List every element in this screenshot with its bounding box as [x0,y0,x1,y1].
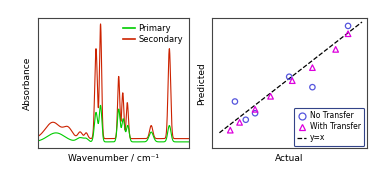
Legend: Primary, Secondary: Primary, Secondary [121,22,185,45]
Point [289,79,295,82]
Point [333,48,339,51]
Point [345,24,351,27]
Point [243,118,249,121]
Point [232,100,238,103]
Y-axis label: Absorbance: Absorbance [23,57,32,110]
X-axis label: Actual: Actual [275,154,304,163]
Point [252,112,258,115]
Point [227,129,233,132]
Point [252,108,258,111]
Legend: No Transfer, With Transfer, y=x: No Transfer, With Transfer, y=x [293,108,364,146]
Point [268,95,274,98]
Point [237,121,243,124]
X-axis label: Wavenumber / cm⁻¹: Wavenumber / cm⁻¹ [68,154,159,163]
Point [309,66,315,69]
Point [345,32,351,35]
Point [286,75,292,78]
Point [309,86,315,89]
Y-axis label: Predicted: Predicted [197,62,206,105]
